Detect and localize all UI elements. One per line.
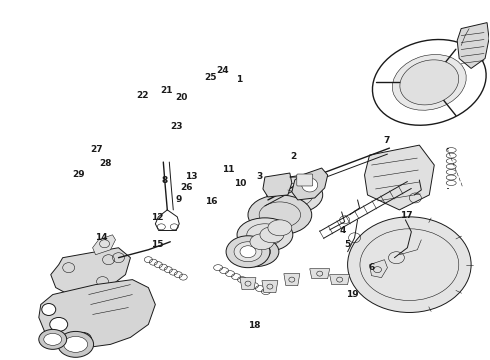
Ellipse shape [302,178,318,192]
Polygon shape [292,168,328,200]
Polygon shape [39,280,155,347]
Text: 4: 4 [340,226,346,235]
Text: 13: 13 [185,172,197,181]
Ellipse shape [74,332,92,346]
Text: 26: 26 [180,183,193,192]
Text: 7: 7 [383,136,390,145]
Text: 2: 2 [291,152,297,161]
Text: 23: 23 [171,122,183,131]
Ellipse shape [248,195,312,235]
Polygon shape [240,278,256,289]
Text: 18: 18 [248,321,261,330]
Ellipse shape [39,329,67,349]
Ellipse shape [392,54,466,110]
Polygon shape [93,235,116,255]
Text: 1: 1 [236,75,242,84]
Polygon shape [365,145,434,210]
Text: 28: 28 [99,159,112,168]
Ellipse shape [240,246,256,258]
Text: 8: 8 [161,176,168,185]
Text: 5: 5 [344,240,351,249]
Text: 11: 11 [221,165,234,174]
Text: 10: 10 [234,179,246,188]
Ellipse shape [250,234,274,250]
Text: 20: 20 [175,93,188,102]
Text: 3: 3 [257,172,263,181]
Polygon shape [400,60,459,105]
Polygon shape [330,275,349,285]
Ellipse shape [50,318,68,332]
Text: 15: 15 [151,240,163,249]
Text: 14: 14 [95,233,107,242]
Text: 22: 22 [136,91,149,100]
Polygon shape [457,23,489,68]
Ellipse shape [260,227,284,243]
Text: 12: 12 [151,213,163,222]
Ellipse shape [267,177,323,213]
Polygon shape [284,274,300,285]
Text: 24: 24 [217,66,229,75]
Ellipse shape [44,333,62,345]
Polygon shape [310,269,330,279]
Ellipse shape [42,303,56,315]
Text: 9: 9 [176,195,182,204]
Ellipse shape [347,217,471,312]
Polygon shape [369,260,388,278]
Ellipse shape [234,242,262,262]
Text: 19: 19 [346,290,359,299]
Polygon shape [263,173,292,197]
Ellipse shape [237,218,293,252]
Text: 16: 16 [205,197,217,206]
Polygon shape [51,248,130,294]
Text: 21: 21 [161,86,173,95]
Text: 17: 17 [400,211,413,220]
Text: 25: 25 [205,73,217,82]
Ellipse shape [58,332,94,357]
Ellipse shape [231,237,279,267]
Ellipse shape [268,220,292,236]
Text: 27: 27 [90,145,102,154]
FancyBboxPatch shape [297,174,313,186]
Ellipse shape [226,236,270,268]
Text: 6: 6 [369,264,375,273]
Text: 29: 29 [73,170,85,179]
Ellipse shape [64,336,88,352]
Polygon shape [262,280,278,293]
